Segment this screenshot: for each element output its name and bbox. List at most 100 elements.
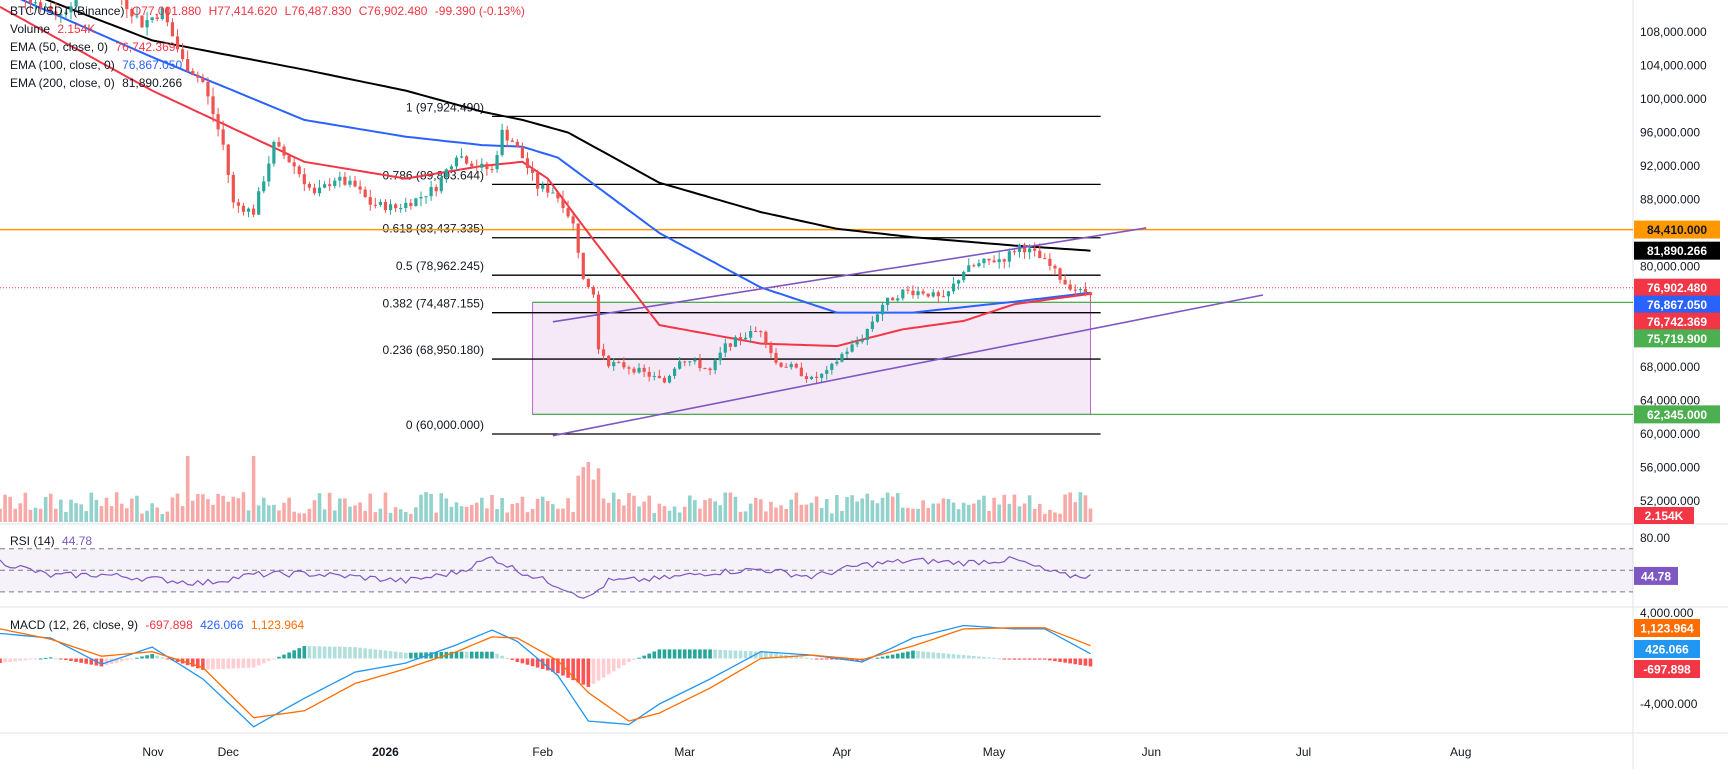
candle-body[interactable] bbox=[171, 22, 174, 36]
candle-body[interactable] bbox=[637, 368, 640, 373]
candle-body[interactable] bbox=[663, 378, 666, 383]
candle-body[interactable] bbox=[399, 208, 402, 209]
candle-body[interactable] bbox=[927, 294, 930, 297]
candle-body[interactable] bbox=[896, 298, 899, 300]
candle-body[interactable] bbox=[795, 364, 798, 368]
candle-body[interactable] bbox=[501, 130, 504, 155]
candle-body[interactable] bbox=[572, 216, 575, 223]
candle-body[interactable] bbox=[932, 292, 935, 296]
candle-body[interactable] bbox=[805, 376, 808, 379]
candle-body[interactable] bbox=[825, 370, 828, 374]
candle-body[interactable] bbox=[272, 142, 275, 164]
candle-body[interactable] bbox=[790, 364, 793, 367]
candle-body[interactable] bbox=[830, 364, 833, 370]
candle-body[interactable] bbox=[678, 361, 681, 368]
candle-body[interactable] bbox=[840, 354, 843, 362]
candle-body[interactable] bbox=[227, 145, 230, 175]
candle-body[interactable] bbox=[764, 332, 767, 344]
candle-body[interactable] bbox=[303, 174, 306, 184]
candle-body[interactable] bbox=[145, 20, 148, 27]
candle-body[interactable] bbox=[754, 331, 757, 332]
candle-body[interactable] bbox=[318, 188, 321, 194]
candle-body[interactable] bbox=[632, 369, 635, 373]
candle-body[interactable] bbox=[820, 374, 823, 378]
candle-body[interactable] bbox=[561, 198, 564, 208]
candle-body[interactable] bbox=[409, 203, 412, 206]
candle-body[interactable] bbox=[627, 367, 630, 368]
candle-body[interactable] bbox=[916, 291, 919, 295]
candle-body[interactable] bbox=[1048, 259, 1051, 266]
candle-body[interactable] bbox=[749, 331, 752, 338]
candle-body[interactable] bbox=[942, 296, 945, 297]
candle-body[interactable] bbox=[977, 263, 980, 266]
candle-body[interactable] bbox=[719, 353, 722, 361]
candle-body[interactable] bbox=[1064, 280, 1067, 285]
candle-body[interactable] bbox=[424, 196, 427, 197]
candle-body[interactable] bbox=[308, 184, 311, 188]
candle-body[interactable] bbox=[298, 166, 301, 174]
candle-body[interactable] bbox=[1003, 259, 1006, 261]
candle-body[interactable] bbox=[577, 223, 580, 252]
candle-body[interactable] bbox=[714, 360, 717, 370]
candle-body[interactable] bbox=[242, 206, 245, 212]
candle-body[interactable] bbox=[556, 193, 559, 199]
candle-body[interactable] bbox=[993, 260, 996, 262]
candle-body[interactable] bbox=[729, 343, 732, 346]
candle-body[interactable] bbox=[541, 185, 544, 189]
candle-body[interactable] bbox=[551, 193, 554, 194]
candle-body[interactable] bbox=[201, 78, 204, 82]
candle-body[interactable] bbox=[430, 187, 433, 196]
legend-ema200[interactable]: EMA (200, close, 0) 81,890.266 bbox=[10, 74, 186, 92]
candle-body[interactable] bbox=[1023, 245, 1026, 253]
candle-body[interactable] bbox=[653, 376, 656, 377]
candle-body[interactable] bbox=[404, 203, 407, 208]
candle-body[interactable] bbox=[196, 75, 199, 78]
candle-body[interactable] bbox=[774, 353, 777, 363]
candle-body[interactable] bbox=[328, 184, 331, 186]
candle-body[interactable] bbox=[1043, 258, 1046, 259]
candle-body[interactable] bbox=[232, 175, 235, 202]
candle-body[interactable] bbox=[1053, 266, 1056, 269]
candle-body[interactable] bbox=[785, 367, 788, 368]
candle-body[interactable] bbox=[947, 291, 950, 296]
candle-body[interactable] bbox=[343, 177, 346, 185]
candle-body[interactable] bbox=[648, 372, 651, 377]
candle-body[interactable] bbox=[384, 202, 387, 210]
candle-body[interactable] bbox=[861, 340, 864, 342]
candle-body[interactable] bbox=[607, 356, 610, 366]
candle-body[interactable] bbox=[1089, 292, 1092, 295]
candle-body[interactable] bbox=[490, 169, 493, 170]
candle-body[interactable] bbox=[987, 259, 990, 261]
candle-body[interactable] bbox=[506, 130, 509, 141]
candle-body[interactable] bbox=[252, 209, 255, 215]
candle-body[interactable] bbox=[389, 204, 392, 210]
legend-macd[interactable]: MACD (12, 26, close, 9) -697.898 426.066… bbox=[10, 616, 308, 634]
candle-body[interactable] bbox=[485, 164, 488, 169]
candle-body[interactable] bbox=[445, 169, 448, 177]
candle-body[interactable] bbox=[658, 376, 661, 378]
candle-body[interactable] bbox=[810, 377, 813, 379]
candle-body[interactable] bbox=[1079, 289, 1082, 290]
candle-body[interactable] bbox=[414, 198, 417, 206]
candle-body[interactable] bbox=[901, 290, 904, 299]
symbol-name[interactable]: BTC/USDT (Binance) bbox=[10, 4, 124, 18]
candle-body[interactable] bbox=[1008, 251, 1011, 261]
candle-body[interactable] bbox=[364, 190, 367, 198]
candle-body[interactable] bbox=[216, 114, 219, 129]
candle-body[interactable] bbox=[597, 295, 600, 350]
candle-body[interactable] bbox=[693, 360, 696, 362]
legend-ema50[interactable]: EMA (50, close, 0) 76,742.369 bbox=[10, 38, 179, 56]
candle-body[interactable] bbox=[186, 59, 189, 71]
legend-volume[interactable]: Volume 2.154K bbox=[10, 20, 99, 38]
candle-body[interactable] bbox=[582, 253, 585, 279]
candle-body[interactable] bbox=[906, 290, 909, 291]
candle-body[interactable] bbox=[703, 368, 706, 369]
candle-body[interactable] bbox=[353, 181, 356, 187]
legend-ema100[interactable]: EMA (100, close, 0) 76,867.050 bbox=[10, 56, 186, 74]
candle-body[interactable] bbox=[338, 177, 341, 181]
candle-body[interactable] bbox=[237, 202, 240, 205]
candle-body[interactable] bbox=[622, 362, 625, 367]
candle-body[interactable] bbox=[845, 352, 848, 354]
candle-body[interactable] bbox=[440, 177, 443, 191]
